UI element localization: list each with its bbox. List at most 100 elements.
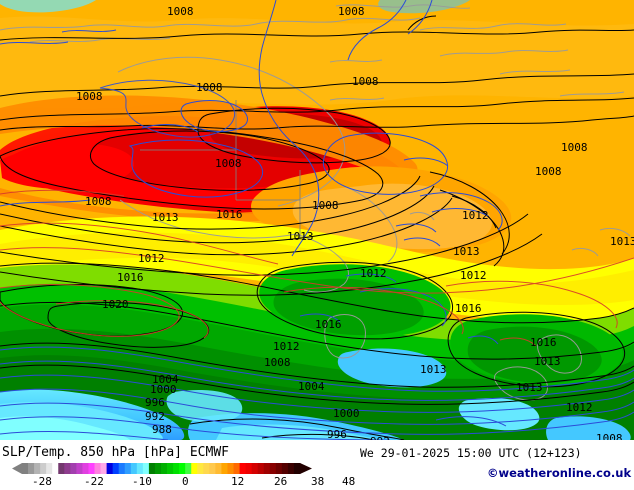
- colorbar-swatch: [251, 463, 259, 474]
- colorbar-swatch: [233, 463, 240, 474]
- map-raster: [0, 0, 634, 440]
- colorbar-swatch: [293, 463, 301, 474]
- colorbar-arrow-left: [12, 463, 22, 474]
- isobar-label: 1008: [561, 141, 588, 154]
- colorbar-swatch: [34, 463, 41, 474]
- isobar-label: 1008: [215, 157, 242, 170]
- colorbar-tick: -10: [132, 475, 152, 488]
- colorbar-tick: 26: [274, 475, 288, 488]
- colorbar-swatch: [22, 463, 29, 474]
- isobar-label: 992: [370, 436, 390, 440]
- colorbar-tick: -22: [84, 475, 104, 488]
- isobar-label: 1016: [530, 336, 557, 349]
- colorbar-tick: 12: [231, 475, 245, 488]
- colorbar-swatch: [191, 463, 198, 474]
- isobar-label: 1020: [102, 298, 129, 311]
- isobar-label: 1000: [150, 383, 177, 396]
- isobar-label: 1004: [298, 380, 325, 393]
- isobar-label: 1008: [312, 199, 339, 212]
- colorbar-swatch: [40, 463, 47, 474]
- colorbar-swatch: [269, 463, 277, 474]
- isobar-label: 1008: [196, 81, 223, 94]
- colorbar-swatch: [275, 463, 283, 474]
- isobar-layer-blue: [0, 0, 634, 440]
- isobar-label: 1012: [138, 252, 165, 265]
- colorbar-swatch: [263, 463, 271, 474]
- colorbar-swatch: [215, 463, 222, 474]
- isobar-label: 1013: [152, 211, 179, 224]
- isobar-label: 1013: [420, 363, 447, 376]
- colorbar-swatch: [167, 463, 174, 474]
- colorbar-tick: -28: [32, 475, 52, 488]
- colorbar-swatch: [245, 463, 253, 474]
- product-title: SLP/Temp. 850 hPa [hPa] ECMWF: [2, 445, 229, 460]
- isobar-label: 1004: [152, 373, 179, 386]
- isobar-label: 1013: [287, 230, 314, 243]
- colorbar-swatch: [239, 463, 247, 474]
- colorbar-swatch: [82, 463, 89, 474]
- isobar-label: 1016: [455, 302, 482, 315]
- colorbar-arrow-right: [300, 463, 312, 474]
- colorbar-swatch: [287, 463, 295, 474]
- isobar-label: 1013: [534, 355, 561, 368]
- colorbar-swatch: [281, 463, 289, 474]
- colorbar-swatch: [94, 463, 101, 474]
- colorbar-swatch: [221, 463, 228, 474]
- colorbar-swatch: [118, 463, 126, 474]
- colorbar-swatch: [179, 463, 186, 474]
- colorbar-tick: 38: [311, 475, 325, 488]
- thermal-ridge-layer: [0, 189, 634, 347]
- isobar-label: 996: [145, 396, 165, 409]
- isobar-label: 1016: [315, 318, 342, 331]
- isobar-label: 1008: [596, 432, 623, 440]
- isobar-layer-black: [0, 15, 634, 440]
- isobar-label: 1013: [516, 381, 543, 394]
- colorbar-swatch: [100, 463, 108, 474]
- map-footer: SLP/Temp. 850 hPa [hPa] ECMWF We 29-01-2…: [0, 440, 634, 490]
- colorbar-swatch: [58, 463, 65, 474]
- colorbar-swatch: [52, 463, 59, 474]
- colorbar-swatch: [209, 463, 216, 474]
- colorbar-swatch: [227, 463, 234, 474]
- colorbar-swatch: [76, 463, 83, 474]
- colorbar-swatch: [203, 463, 210, 474]
- isobar-label: 1016: [117, 271, 144, 284]
- isobar-label: 1008: [264, 356, 291, 369]
- temperature-colorbar[interactable]: -28 -22 -10 0 12 26 38 48: [12, 463, 355, 489]
- colorbar-swatch: [161, 463, 168, 474]
- isobar-label: 1016: [216, 208, 243, 221]
- isobar-label: 1012: [360, 267, 387, 280]
- colorbar-swatch: [130, 463, 138, 474]
- colorbar-swatch: [257, 463, 265, 474]
- colorbar-swatch: [173, 463, 180, 474]
- colorbar-swatch: [185, 463, 192, 474]
- copyright-notice: ©weatheronline.co.uk: [487, 466, 632, 480]
- isobar-label: 1012: [566, 401, 593, 414]
- colorbar-tick: 0: [182, 475, 189, 488]
- colorbar-swatch: [70, 463, 77, 474]
- isobar-label: 1008: [352, 75, 379, 88]
- colorbar-swatch: [136, 463, 144, 474]
- isobar-label: 1012: [462, 209, 489, 222]
- isobar-label: 1012: [273, 340, 300, 353]
- colorbar-swatch: [112, 463, 120, 474]
- colorbar-swatch: [148, 463, 156, 474]
- isobar-label: 1008: [76, 90, 103, 103]
- coastline-layer: [0, 4, 631, 401]
- isobar-label: 1008: [167, 5, 194, 18]
- weather-map-canvas[interactable]: 1008 1008 1008 1008 1008 1008 1008 1008 1013 1016…: [0, 0, 634, 440]
- colorbar-swatch: [88, 463, 95, 474]
- isobar-label: 988: [152, 423, 172, 436]
- isobar-label: 992: [145, 410, 165, 423]
- valid-datetime: We 29-01-2025 15:00 UTC (12+123): [360, 446, 582, 460]
- isobar-label: 1000: [333, 407, 360, 420]
- colorbar-swatch: [46, 463, 53, 474]
- colorbar-swatch: [28, 463, 35, 474]
- colorbar-swatch: [154, 463, 162, 474]
- isobar-label: 996: [327, 428, 347, 440]
- colorbar-swatch: [142, 463, 150, 474]
- isobar-label: 1012: [460, 269, 487, 282]
- colorbar-swatch: [197, 463, 204, 474]
- colorbar-swatches: [12, 463, 312, 474]
